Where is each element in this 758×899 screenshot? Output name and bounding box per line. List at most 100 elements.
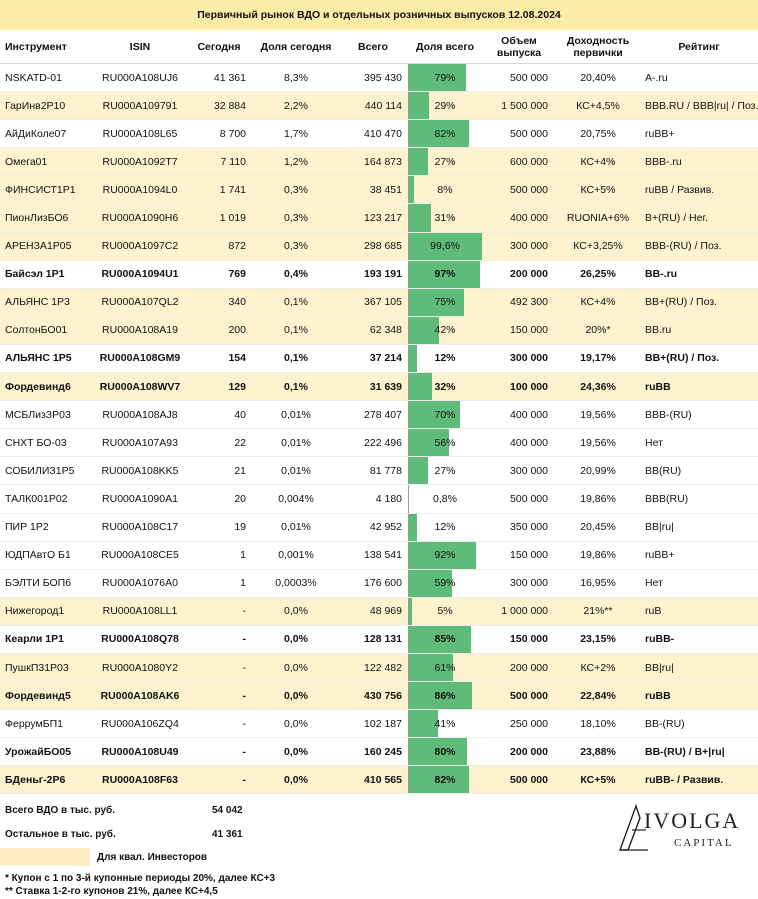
cell-name: АЛЬЯНС 1Р5 bbox=[0, 344, 96, 374]
cell-volume: 400 000 bbox=[482, 203, 556, 233]
cell-total: 410 565 bbox=[338, 765, 408, 795]
header-total: Всего bbox=[338, 30, 408, 64]
logo-name: IVOLGA bbox=[644, 808, 741, 833]
cell-isin: RU000A107QL2 bbox=[96, 288, 184, 317]
cell-isin: RU000A109791 bbox=[96, 91, 184, 121]
summary-vdo-label: Всего ВДО в тыс. руб. bbox=[5, 805, 116, 816]
total-share-bar bbox=[408, 120, 469, 147]
table-row: ГарИнв2Р10 RU000A109791 32 884 2,2% 440 114 2… bbox=[0, 91, 758, 121]
total-share-label: 59% bbox=[434, 577, 456, 590]
bar-axis bbox=[408, 569, 409, 597]
cell-today: - bbox=[184, 625, 254, 654]
cell-total: 38 451 bbox=[338, 175, 408, 205]
cell-volume: 100 000 bbox=[482, 372, 556, 402]
total-share-cell: 85% bbox=[408, 625, 482, 654]
cell-rating: ruBB bbox=[640, 681, 758, 711]
cell-today-share: 0,0% bbox=[254, 597, 338, 626]
cell-yield: RUONIA+6% bbox=[556, 203, 640, 233]
cell-today-share: 0,1% bbox=[254, 288, 338, 317]
cell-today: 769 bbox=[184, 260, 254, 289]
total-share-cell: 12% bbox=[408, 344, 482, 374]
cell-total: 430 756 bbox=[338, 681, 408, 711]
total-share-cell: 27% bbox=[408, 456, 482, 486]
total-share-label: 97% bbox=[434, 268, 456, 281]
total-share-cell: 92% bbox=[408, 541, 482, 570]
total-share-bar bbox=[408, 260, 480, 288]
header-name: Инструмент bbox=[0, 30, 96, 64]
table-row: Фордевинд5 RU000A108AK6-0,0% 430 756 86% 500… bbox=[0, 681, 758, 711]
table-row: Кеарли 1Р1 RU000A108Q78-0,0% 128 131 85% 150… bbox=[0, 625, 758, 654]
cell-today: 40 bbox=[184, 400, 254, 430]
table-row: СОБИЛИЗ1Р5 RU000A108KK5 21 0,01% 81 778 27% 30… bbox=[0, 456, 758, 486]
cell-today: 19 bbox=[184, 513, 254, 542]
cell-yield: 26,25% bbox=[556, 260, 640, 289]
cell-name: ГарИнв2Р10 bbox=[0, 91, 96, 121]
cell-volume: 500 000 bbox=[482, 484, 556, 514]
cell-volume: 150 000 bbox=[482, 625, 556, 654]
total-share-label: 82% bbox=[434, 773, 456, 786]
cell-rating: BB+(RU) / Поз. bbox=[640, 288, 758, 317]
cell-name: УрожайБО05 bbox=[0, 737, 96, 767]
cell-isin: RU000A108L65 bbox=[96, 119, 184, 149]
cell-yield: 24,36% bbox=[556, 372, 640, 402]
bar-axis bbox=[408, 148, 409, 175]
cell-volume: 250 000 bbox=[482, 709, 556, 739]
cell-today: 22 bbox=[184, 428, 254, 458]
total-share-bar bbox=[408, 344, 417, 372]
table-row: ПионЛизБО6 RU000A1090H6 1 019 0,3% 123 217 31… bbox=[0, 203, 758, 233]
total-share-cell: 61% bbox=[408, 653, 482, 683]
total-share-bar bbox=[408, 738, 468, 765]
bar-axis bbox=[408, 513, 409, 541]
total-share-bar bbox=[408, 682, 472, 709]
cell-yield: КС+5% bbox=[556, 765, 640, 795]
cell-rating: ruBB- bbox=[640, 625, 758, 654]
cell-yield: 19,56% bbox=[556, 428, 640, 458]
cell-yield: 20,45% bbox=[556, 513, 640, 542]
cell-name: ЮДПАвтО Б1 bbox=[0, 541, 96, 570]
total-share-label: 27% bbox=[434, 155, 456, 168]
total-share-cell: 86% bbox=[408, 681, 482, 711]
cell-name: СНХТ БО-03 bbox=[0, 428, 96, 458]
cell-total: 4 180 bbox=[338, 484, 408, 514]
total-share-bar bbox=[408, 401, 460, 428]
bar-axis bbox=[408, 485, 409, 512]
total-share-cell: 79% bbox=[408, 63, 482, 93]
total-share-cell: 42% bbox=[408, 316, 482, 345]
cell-name: АЛЬЯНС 1Р3 bbox=[0, 288, 96, 317]
summary-other-value: 41 361 bbox=[212, 829, 243, 840]
total-share-cell: 97% bbox=[408, 260, 482, 289]
total-share-label: 79% bbox=[434, 71, 456, 84]
total-share-label: 8% bbox=[437, 183, 453, 196]
bonds-table: Инструмент ISIN Сегодня Доля сегодня Все… bbox=[0, 30, 758, 795]
cell-isin: RU000A108WV7 bbox=[96, 372, 184, 402]
bar-axis bbox=[408, 738, 409, 765]
cell-isin: RU000A107A93 bbox=[96, 428, 184, 458]
bar-axis bbox=[408, 92, 409, 119]
cell-volume: 300 000 bbox=[482, 344, 556, 374]
cell-today-share: 0,0% bbox=[254, 681, 338, 711]
cell-volume: 500 000 bbox=[482, 681, 556, 711]
cell-today-share: 0,0% bbox=[254, 653, 338, 683]
cell-today-share: 0,0% bbox=[254, 737, 338, 767]
total-share-label: 99,6% bbox=[430, 240, 460, 253]
cell-isin: RU000A108U49 bbox=[96, 737, 184, 767]
table-row: ЮДПАвтО Б1 RU000A108CE5 1 0,001% 138 541 92% 1… bbox=[0, 541, 758, 570]
cell-yield: КС+4% bbox=[556, 147, 640, 177]
cell-rating: BBB-.ru bbox=[640, 147, 758, 177]
bar-axis bbox=[408, 344, 409, 372]
bar-axis bbox=[408, 176, 409, 203]
cell-volume: 200 000 bbox=[482, 260, 556, 289]
cell-yield: КС+4,5% bbox=[556, 91, 640, 121]
cell-isin: RU000A1097C2 bbox=[96, 232, 184, 261]
table-header-row: Инструмент ISIN Сегодня Доля сегодня Все… bbox=[0, 30, 758, 64]
cell-isin: RU000A1090H6 bbox=[96, 203, 184, 233]
table-row: БЭЛТИ БОП6 RU000A1076A0 1 0,0003% 176 600 59%… bbox=[0, 569, 758, 598]
cell-today-share: 0,001% bbox=[254, 541, 338, 570]
cell-name: ТАЛК001Р02 bbox=[0, 484, 96, 514]
total-share-label: 80% bbox=[434, 745, 456, 758]
cell-today: - bbox=[184, 681, 254, 711]
bar-axis bbox=[408, 541, 409, 569]
total-share-cell: 12% bbox=[408, 513, 482, 542]
total-share-cell: 70% bbox=[408, 400, 482, 430]
cell-yield: 23,15% bbox=[556, 625, 640, 654]
